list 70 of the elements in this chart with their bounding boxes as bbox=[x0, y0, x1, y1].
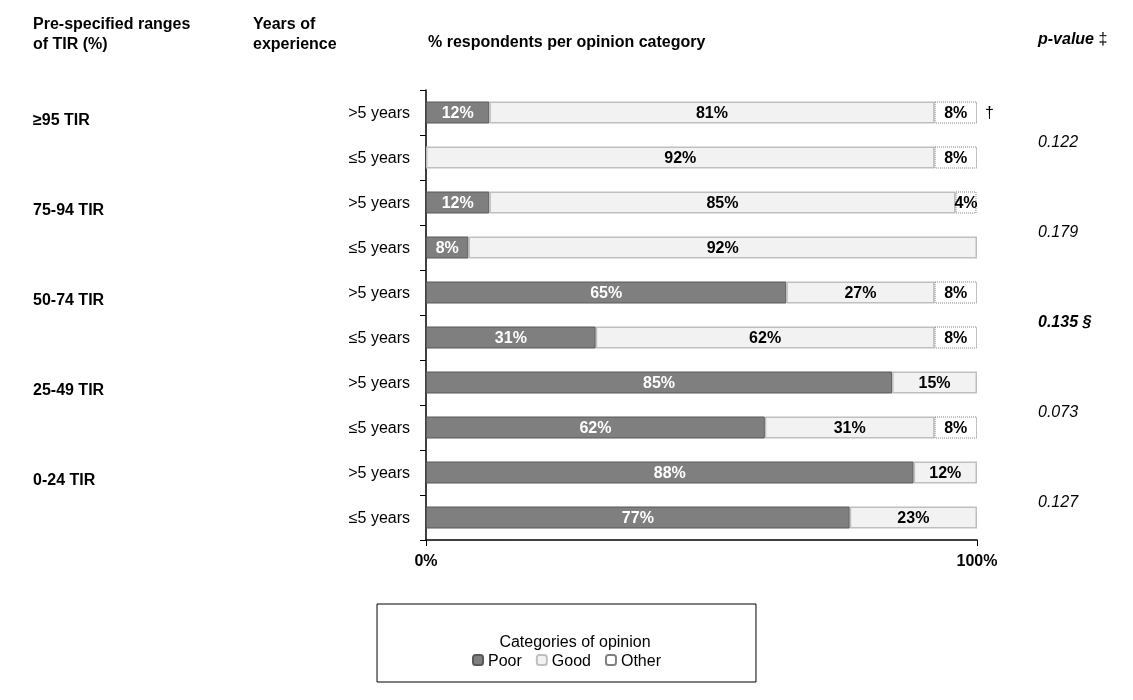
bar bbox=[786, 281, 935, 304]
data-label: 4% bbox=[954, 194, 978, 211]
data-label: 12% bbox=[441, 104, 474, 121]
text: 0.135 § bbox=[1038, 312, 1092, 330]
bar bbox=[595, 326, 935, 349]
data-label: 8% bbox=[944, 284, 968, 301]
data-label: 8% bbox=[944, 329, 968, 346]
text: 50-74 TIR bbox=[33, 290, 105, 308]
bar bbox=[489, 191, 956, 214]
bar bbox=[426, 281, 787, 304]
text: p-value ‡ bbox=[1037, 29, 1108, 47]
text: ≥95 TIR bbox=[33, 110, 91, 128]
data-label: 62% bbox=[579, 419, 612, 436]
data-label: 8% bbox=[944, 149, 968, 166]
x-tick-label: 100% bbox=[956, 551, 998, 569]
data-label: 15% bbox=[918, 374, 951, 391]
legend-label: Good bbox=[551, 651, 591, 669]
data-label: 12% bbox=[929, 464, 962, 481]
bar bbox=[426, 326, 596, 349]
data-label: 8% bbox=[435, 239, 459, 256]
data-label: 65% bbox=[590, 284, 623, 301]
y-tick-label: ≤5 years bbox=[348, 329, 410, 346]
text: 0.073 bbox=[1038, 402, 1079, 420]
bar bbox=[764, 416, 935, 439]
legend-label: Poor bbox=[488, 651, 523, 669]
data-label: 92% bbox=[706, 239, 739, 256]
y-tick-label: >5 years bbox=[348, 284, 410, 301]
bar bbox=[468, 236, 977, 259]
data-label: 81% bbox=[695, 104, 728, 121]
text: 0.127 bbox=[1038, 492, 1080, 510]
text: † bbox=[985, 104, 994, 121]
bar bbox=[426, 461, 914, 484]
x-tick-label: 0% bbox=[414, 551, 438, 569]
data-label: 31% bbox=[494, 329, 527, 346]
data-label: 23% bbox=[897, 509, 930, 526]
bar bbox=[426, 146, 935, 169]
y-tick-label: ≤5 years bbox=[348, 149, 410, 166]
legend-label: Other bbox=[620, 651, 662, 669]
data-label: 88% bbox=[653, 464, 686, 481]
data-label: 27% bbox=[844, 284, 877, 301]
data-label: 31% bbox=[833, 419, 866, 436]
text: 25-49 TIR bbox=[33, 380, 105, 398]
data-label: 85% bbox=[706, 194, 739, 211]
text: 0.122 bbox=[1038, 132, 1079, 150]
y-tick-label: >5 years bbox=[348, 374, 410, 391]
bar bbox=[426, 371, 893, 394]
text: 0.179 bbox=[1038, 222, 1079, 240]
data-label: 8% bbox=[944, 104, 968, 121]
bar bbox=[426, 506, 850, 529]
y-tick-label: >5 years bbox=[348, 104, 410, 121]
y-tick-label: ≤5 years bbox=[348, 239, 410, 256]
data-label: 92% bbox=[664, 149, 697, 166]
bar bbox=[849, 506, 977, 529]
text: 75-94 TIR bbox=[33, 200, 105, 218]
bar bbox=[489, 101, 935, 124]
bar bbox=[426, 416, 765, 439]
data-label: 62% bbox=[749, 329, 782, 346]
data-label: 12% bbox=[441, 194, 474, 211]
text: Years of experience bbox=[253, 14, 337, 52]
y-tick-label: >5 years bbox=[348, 194, 410, 211]
text: 0-24 TIR bbox=[33, 470, 96, 488]
y-tick-label: ≤5 years bbox=[348, 509, 410, 526]
y-tick-label: >5 years bbox=[348, 464, 410, 481]
data-label: 85% bbox=[643, 374, 676, 391]
text: Pre-specified ranges of TIR (%) bbox=[33, 14, 195, 52]
data-label: 8% bbox=[944, 419, 968, 436]
data-label: 77% bbox=[621, 509, 654, 526]
legend-title: Categories of opinion bbox=[499, 632, 651, 650]
chart-title: % respondents per opinion category bbox=[428, 32, 706, 50]
y-tick-label: ≤5 years bbox=[348, 419, 410, 436]
